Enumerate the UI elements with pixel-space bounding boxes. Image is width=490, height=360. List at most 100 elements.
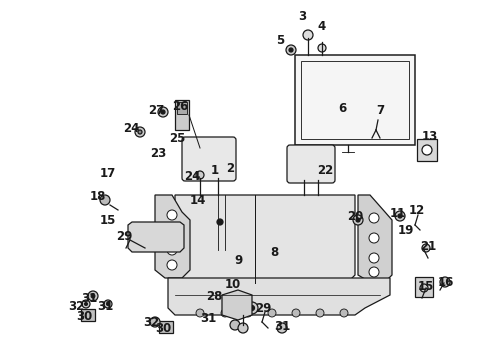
Text: 30: 30	[155, 321, 171, 334]
Polygon shape	[128, 222, 184, 252]
Circle shape	[100, 195, 110, 205]
Circle shape	[277, 323, 287, 333]
Polygon shape	[222, 290, 252, 320]
Text: 24: 24	[184, 170, 200, 183]
Text: 30: 30	[76, 310, 92, 323]
FancyBboxPatch shape	[81, 309, 95, 321]
Circle shape	[422, 244, 430, 252]
Circle shape	[369, 267, 379, 277]
Circle shape	[135, 127, 145, 137]
Text: 27: 27	[148, 104, 164, 117]
Circle shape	[161, 110, 165, 114]
Text: 29: 29	[116, 230, 132, 243]
Circle shape	[167, 227, 177, 237]
Circle shape	[167, 260, 177, 270]
Text: 13: 13	[422, 130, 438, 143]
Polygon shape	[155, 195, 190, 278]
Bar	[301, 61, 409, 139]
Circle shape	[340, 309, 348, 317]
Text: 32: 32	[68, 300, 84, 312]
Text: 21: 21	[420, 239, 436, 252]
Circle shape	[420, 284, 428, 292]
Text: 19: 19	[398, 224, 414, 237]
Circle shape	[196, 171, 204, 179]
Circle shape	[246, 302, 258, 314]
Circle shape	[303, 30, 313, 40]
Circle shape	[88, 291, 98, 301]
Text: 28: 28	[206, 289, 222, 302]
Circle shape	[268, 309, 276, 317]
Text: 14: 14	[190, 194, 206, 207]
Circle shape	[106, 302, 110, 306]
Text: 25: 25	[169, 131, 185, 144]
Polygon shape	[175, 195, 355, 285]
Text: 29: 29	[255, 302, 271, 315]
Circle shape	[217, 219, 223, 225]
Circle shape	[369, 233, 379, 243]
Circle shape	[167, 210, 177, 220]
Circle shape	[167, 245, 177, 255]
Text: 23: 23	[150, 147, 166, 159]
Circle shape	[221, 309, 229, 317]
Circle shape	[91, 294, 95, 298]
Text: 6: 6	[338, 102, 346, 114]
Circle shape	[238, 323, 248, 333]
Circle shape	[104, 300, 112, 308]
Text: 7: 7	[376, 104, 384, 117]
Text: 31: 31	[274, 320, 290, 333]
Bar	[295, 55, 415, 145]
Text: 1: 1	[211, 163, 219, 176]
Text: 15: 15	[418, 279, 434, 292]
Text: 31: 31	[200, 311, 216, 324]
Circle shape	[422, 145, 432, 155]
Text: 17: 17	[100, 166, 116, 180]
Polygon shape	[358, 195, 392, 282]
Text: 4: 4	[318, 19, 326, 32]
Text: 24: 24	[123, 122, 139, 135]
FancyBboxPatch shape	[287, 145, 335, 183]
Text: 32: 32	[143, 316, 159, 329]
Circle shape	[82, 300, 90, 308]
Text: 3: 3	[298, 9, 306, 23]
Circle shape	[286, 45, 296, 55]
Text: 18: 18	[90, 189, 106, 202]
Text: 9: 9	[234, 255, 242, 267]
Text: 31: 31	[81, 292, 97, 305]
Text: 15: 15	[100, 213, 116, 226]
Circle shape	[395, 211, 405, 221]
Polygon shape	[168, 278, 390, 315]
Text: 22: 22	[317, 163, 333, 176]
Circle shape	[289, 48, 293, 52]
FancyBboxPatch shape	[159, 321, 173, 333]
Circle shape	[230, 320, 240, 330]
Circle shape	[440, 277, 450, 287]
FancyBboxPatch shape	[182, 137, 236, 181]
Circle shape	[292, 309, 300, 317]
Circle shape	[196, 309, 204, 317]
Circle shape	[249, 306, 254, 310]
Text: 26: 26	[172, 99, 188, 113]
Circle shape	[369, 253, 379, 263]
Bar	[177, 102, 187, 114]
FancyBboxPatch shape	[417, 139, 437, 161]
Bar	[175, 100, 189, 130]
Circle shape	[398, 214, 402, 218]
Circle shape	[158, 107, 168, 117]
Text: 10: 10	[225, 278, 241, 291]
Text: 2: 2	[226, 162, 234, 175]
Text: 12: 12	[409, 203, 425, 216]
Circle shape	[150, 317, 160, 327]
Circle shape	[369, 213, 379, 223]
Circle shape	[353, 215, 363, 225]
Circle shape	[84, 302, 88, 306]
Text: 8: 8	[270, 247, 278, 260]
Circle shape	[356, 218, 360, 222]
Text: 31: 31	[97, 300, 113, 312]
Text: 20: 20	[347, 210, 363, 222]
Circle shape	[138, 130, 142, 134]
FancyBboxPatch shape	[415, 277, 433, 297]
Text: 5: 5	[276, 33, 284, 46]
Text: 11: 11	[390, 207, 406, 220]
Circle shape	[244, 309, 252, 317]
Text: 16: 16	[438, 276, 454, 289]
